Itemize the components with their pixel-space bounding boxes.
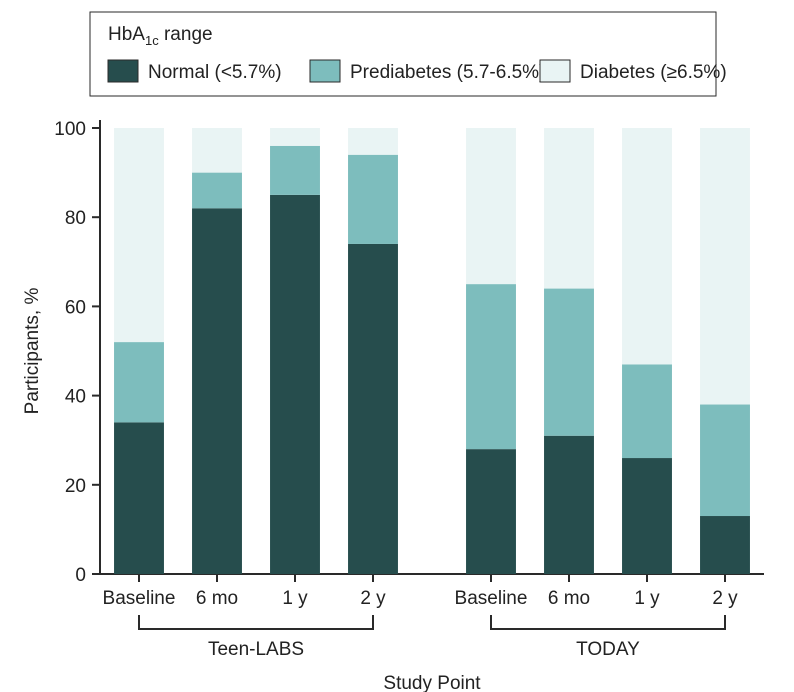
y-tick-label: 80 xyxy=(65,208,86,229)
x-axis-label: Study Point xyxy=(383,673,481,692)
bar-today-1-normal xyxy=(544,436,594,574)
bar-today-3-diabetes xyxy=(700,128,750,405)
bar-teen-labs-1-diabetes xyxy=(192,128,242,173)
bar-teen-labs-3-prediabetes xyxy=(348,155,398,244)
legend-title: HbA1c range xyxy=(108,24,213,48)
x-tick-label: Baseline xyxy=(103,588,176,609)
y-axis-label: Participants, % xyxy=(22,288,43,415)
x-tick-label: 2 y xyxy=(360,588,386,609)
legend-label-normal: Normal (<5.7%) xyxy=(148,62,282,83)
bar-today-3-normal xyxy=(700,516,750,574)
x-tick-label: Baseline xyxy=(455,588,528,609)
group-label: TODAY xyxy=(576,639,640,660)
bar-teen-labs-2-diabetes xyxy=(270,128,320,146)
x-tick-label: 6 mo xyxy=(548,588,590,609)
y-tick-label: 40 xyxy=(65,387,86,408)
bar-today-0-prediabetes xyxy=(466,284,516,449)
bar-today-2-prediabetes xyxy=(622,364,672,458)
bar-teen-labs-0-prediabetes xyxy=(114,342,164,422)
bar-teen-labs-0-normal xyxy=(114,422,164,574)
x-tick-label: 2 y xyxy=(712,588,738,609)
bar-today-0-normal xyxy=(466,449,516,574)
legend-label-prediabetes: Prediabetes (5.7-6.5%) xyxy=(350,62,545,83)
bar-today-3-prediabetes xyxy=(700,405,750,517)
bar-teen-labs-2-normal xyxy=(270,195,320,574)
bar-today-2-normal xyxy=(622,458,672,574)
bar-teen-labs-2-prediabetes xyxy=(270,146,320,195)
x-tick-label: 1 y xyxy=(634,588,660,609)
bar-teen-labs-0-diabetes xyxy=(114,128,164,342)
legend-swatch-normal xyxy=(108,60,138,82)
y-tick-label: 100 xyxy=(54,119,86,140)
y-tick-label: 60 xyxy=(65,297,86,318)
legend-label-diabetes: Diabetes (≥6.5%) xyxy=(580,62,727,83)
bar-today-1-diabetes xyxy=(544,128,594,289)
y-tick-label: 20 xyxy=(65,476,86,497)
bar-today-0-diabetes xyxy=(466,128,516,284)
bar-today-2-diabetes xyxy=(622,128,672,364)
bar-teen-labs-3-normal xyxy=(348,244,398,574)
bar-teen-labs-3-diabetes xyxy=(348,128,398,155)
x-tick-label: 6 mo xyxy=(196,588,238,609)
x-tick-label: 1 y xyxy=(282,588,308,609)
y-tick-label: 0 xyxy=(75,565,86,586)
legend: HbA1c range Normal (<5.7%) Prediabetes (5.… xyxy=(90,12,727,96)
bar-today-1-prediabetes xyxy=(544,289,594,436)
bar-teen-labs-1-prediabetes xyxy=(192,173,242,209)
bar-teen-labs-1-normal xyxy=(192,208,242,574)
legend-swatch-diabetes xyxy=(540,60,570,82)
legend-swatch-prediabetes xyxy=(310,60,340,82)
group-label: Teen-LABS xyxy=(208,639,304,660)
